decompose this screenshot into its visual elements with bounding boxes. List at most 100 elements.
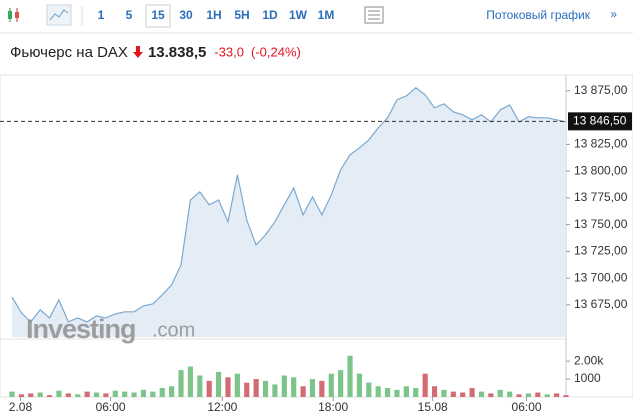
volume-bar	[46, 395, 53, 397]
chart-frame	[0, 74, 633, 398]
volume-bar	[450, 391, 456, 397]
area-icon[interactable]	[46, 4, 72, 26]
volume-bar	[159, 388, 165, 397]
interval-button[interactable]: 1	[98, 8, 105, 22]
volume-bar	[347, 355, 353, 397]
candle-icon[interactable]	[6, 8, 22, 24]
y-tick-label: 13 750,00	[574, 217, 628, 231]
change-percent: (-0,24%)	[251, 44, 301, 59]
interval-button[interactable]: 15	[151, 8, 165, 22]
interval-button[interactable]: 1D	[262, 8, 278, 22]
down-arrow	[132, 46, 143, 58]
volume-bar	[488, 393, 494, 397]
volume-bar	[140, 389, 147, 397]
volume-bar	[338, 370, 344, 397]
y-tick-label: 13 700,00	[574, 270, 628, 284]
volume-bar	[422, 373, 428, 397]
change: -33,0	[214, 44, 244, 59]
y-tick-label: 13 675,00	[574, 297, 628, 311]
instrument-name: Фьючерс на DAX	[10, 44, 128, 61]
streaming-arrow[interactable]: »	[610, 7, 617, 21]
volume-bar	[244, 382, 250, 397]
volume-bar	[93, 392, 100, 397]
volume-bar	[563, 395, 569, 397]
volume-bar	[37, 392, 43, 397]
volume-bar	[309, 379, 316, 397]
watermark-suffix: .com	[152, 319, 195, 341]
volume-bar	[394, 389, 400, 397]
volume-bar	[103, 393, 109, 397]
volume-bar	[516, 394, 522, 397]
volume-bar	[262, 380, 269, 397]
volume-bar	[272, 384, 278, 397]
volume-bar	[18, 394, 24, 397]
x-tick-label: 2.08	[9, 400, 33, 414]
volume-bar	[291, 377, 297, 397]
interval-button[interactable]: 5H	[234, 8, 249, 22]
volume-bar	[9, 391, 15, 397]
volume-bar	[150, 391, 156, 397]
volume-bar	[206, 380, 212, 397]
volume-bar	[403, 386, 409, 397]
x-tick-label: 18:00	[318, 400, 348, 414]
price: 13.838,5	[148, 44, 206, 61]
volume-bar	[75, 394, 81, 397]
volume-bar	[178, 370, 184, 397]
volume-bar	[169, 386, 175, 397]
area-fill	[12, 87, 566, 337]
volume-bar	[234, 373, 240, 397]
volume-bar	[441, 389, 447, 397]
y-tick-label: 13 775,00	[574, 190, 628, 204]
interval-button[interactable]: 5	[126, 8, 133, 22]
x-tick-label: 06:00	[96, 400, 126, 414]
volume-bar	[366, 382, 372, 397]
volume-bar	[507, 391, 513, 397]
volume-bar	[554, 393, 560, 397]
volume-bar	[300, 386, 306, 397]
volume-bar	[112, 390, 118, 397]
y-tick-label: 13 725,00	[574, 244, 628, 258]
streaming-link[interactable]: Потоковый график	[486, 8, 590, 22]
selected-box	[145, 4, 171, 28]
volume-bar	[478, 391, 485, 397]
interval-button[interactable]: 1H	[206, 8, 221, 22]
volume-bar	[525, 393, 532, 397]
volume-bar	[65, 393, 71, 397]
volume-bar	[469, 388, 475, 397]
interval-button[interactable]: 1M	[318, 8, 335, 22]
interval-button[interactable]: 1W	[289, 8, 308, 22]
icon-line	[49, 9, 69, 21]
volume-bar	[497, 389, 503, 397]
volume-tick-label: 2.00k	[574, 353, 604, 367]
volume-tick-label: 1000	[574, 371, 601, 385]
toolbar: 1 5 15 30 1H 5H 1D 1W 1M	[98, 4, 335, 28]
x-tick-label: 06:00	[512, 400, 542, 414]
volume-bar	[460, 392, 466, 397]
volume-bar	[413, 388, 419, 397]
y-tick-label: 13 825,00	[574, 137, 628, 151]
volume-bar	[431, 386, 438, 397]
volume-bar	[281, 375, 287, 397]
volume-bar	[375, 386, 381, 397]
volume-bar	[535, 392, 541, 397]
plot	[11, 87, 567, 337]
volume-bar	[122, 391, 128, 397]
price-line	[11, 87, 567, 323]
volume-bar	[225, 377, 231, 397]
volume-bar	[131, 392, 137, 397]
volume-bar	[197, 375, 203, 397]
icon-bg	[46, 4, 72, 26]
volume-bar	[28, 393, 34, 397]
interval-button[interactable]: 30	[179, 8, 193, 22]
last-price-label: 13 846,50	[573, 114, 627, 128]
news-icon[interactable]	[364, 6, 384, 24]
volume-bar	[84, 391, 90, 397]
x-tick-label: 15.08	[418, 400, 448, 414]
volume-bar	[56, 390, 62, 397]
x-tick-label: 12:00	[207, 400, 237, 414]
watermark-brand: Investing	[26, 314, 136, 344]
volume-bar	[356, 373, 363, 397]
y-tick-label: 13 875,00	[574, 83, 628, 97]
volume-bar	[328, 373, 334, 397]
